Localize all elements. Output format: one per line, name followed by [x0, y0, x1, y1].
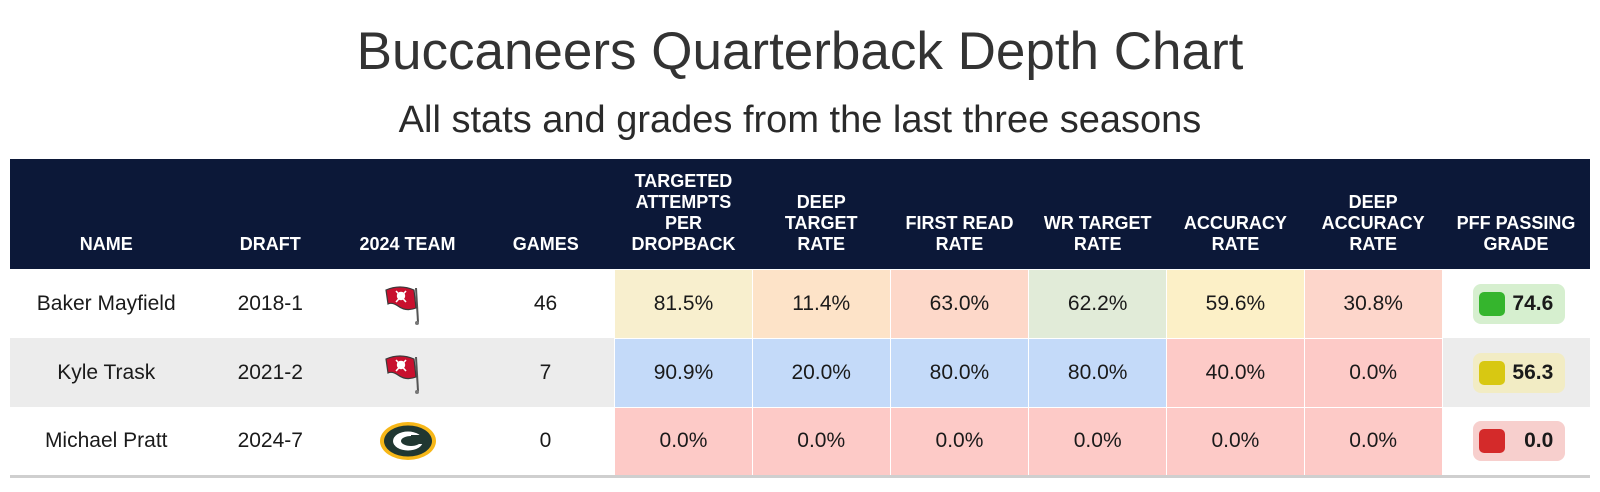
stat-accuracy-rate: 0.0%: [1166, 406, 1305, 478]
col-header-draft: DRAFT: [239, 234, 301, 254]
player-name: Michael Pratt: [10, 407, 203, 478]
stat-first-read-rate: 0.0%: [889, 406, 1030, 478]
pff-grade-badge: 0.0: [1473, 420, 1566, 461]
pff-grade-value: 56.3: [1512, 360, 1554, 384]
pff-grade-cell: 74.6: [1442, 269, 1590, 338]
stat-deep-target-rate: 0.0%: [751, 406, 891, 478]
grade-color-square: [1479, 428, 1506, 453]
page-title: Buccaneers Quarterback Depth Chart: [356, 22, 1244, 81]
pff-grade-badge: 74.6: [1473, 283, 1566, 324]
table-row: Kyle Trask 2021-2 7 90.9% 20.0% 80.0% 80.0% 40.…: [10, 337, 1590, 408]
stat-deep-accuracy-rate: 30.8%: [1303, 268, 1443, 339]
stat-wr-target-rate: 0.0%: [1028, 406, 1168, 478]
stat-deep-accuracy-rate: 0.0%: [1303, 406, 1443, 478]
page-subtitle: All stats and grades from the last three…: [398, 99, 1202, 141]
table-row: Michael Pratt 2024-7 0 0.0% 0.0% 0.0% 0.0% 0.0%…: [10, 406, 1590, 478]
games-played: 0: [476, 407, 615, 478]
table-header-row: NAME DRAFT 2024 TEAM GAMES TARGETED ATTEM…: [10, 159, 1590, 269]
stat-deep-target-rate: 11.4%: [751, 268, 891, 339]
grade-color-square: [1479, 291, 1506, 316]
col-header-first-read-rate: FIRST READ RATE: [905, 212, 1014, 254]
col-header-team: 2024 TEAM: [359, 234, 456, 254]
packers-g-logo: [379, 421, 436, 460]
games-played: 46: [533, 291, 558, 315]
stat-deep-accuracy-rate: 0.0%: [1303, 337, 1443, 408]
buccaneers-flag-logo: [384, 285, 419, 325]
pff-grade-cell: 56.3: [1442, 338, 1590, 407]
col-header-name: NAME: [79, 234, 133, 254]
draft-pick: 2021-2: [237, 360, 303, 384]
col-header-wr-target-rate: WR TARGET RATE: [1043, 212, 1152, 254]
draft-pick: 2024-7: [202, 407, 339, 478]
col-header-deep-accuracy-rate: DEEP ACCURACY RATE: [1321, 191, 1425, 254]
draft-pick: 2018-1: [237, 291, 303, 315]
grade-color-square: [1479, 360, 1506, 385]
stat-accuracy-rate: 40.0%: [1166, 337, 1305, 408]
stat-targeted-attempts: 81.5%: [614, 268, 753, 339]
stat-first-read-rate: 63.0%: [889, 268, 1030, 339]
col-header-pff-passing-grade: PFF PASSING GRADE: [1456, 213, 1576, 254]
stat-wr-target-rate: 62.2%: [1028, 268, 1168, 339]
stat-accuracy-rate: 59.6%: [1166, 268, 1305, 339]
stat-targeted-attempts: 90.9%: [614, 337, 753, 408]
stat-targeted-attempts: 0.0%: [614, 406, 753, 478]
pff-grade-value: 0.0: [1524, 428, 1554, 452]
col-header-games: GAMES: [512, 234, 579, 254]
player-name: Kyle Trask: [57, 360, 156, 384]
games-played: 7: [539, 360, 552, 384]
col-header-accuracy-rate: ACCURACY RATE: [1183, 212, 1287, 254]
pff-grade-cell: 0.0: [1442, 407, 1590, 478]
stat-wr-target-rate: 80.0%: [1028, 337, 1168, 408]
team-logo-cell: [338, 269, 477, 338]
pff-grade-value: 74.6: [1512, 291, 1554, 315]
table-row: Baker Mayfield 2018-1 46 81.5% 11.4% 63.0% 62.…: [10, 268, 1590, 339]
stat-first-read-rate: 80.0%: [889, 337, 1030, 408]
team-logo-cell: [338, 338, 477, 407]
depth-chart-table: NAME DRAFT 2024 TEAM GAMES TARGETED ATTEM…: [10, 159, 1590, 478]
player-name: Baker Mayfield: [36, 291, 176, 315]
team-logo-cell: [338, 407, 477, 478]
stat-deep-target-rate: 20.0%: [751, 337, 891, 408]
pff-grade-badge: 56.3: [1473, 352, 1566, 393]
buccaneers-flag-logo: [384, 354, 419, 394]
col-header-deep-target-rate: DEEP TARGET RATE: [784, 191, 858, 254]
col-header-targeted-attempts: TARGETED ATTEMPTS PER DROPBACK: [631, 170, 736, 254]
